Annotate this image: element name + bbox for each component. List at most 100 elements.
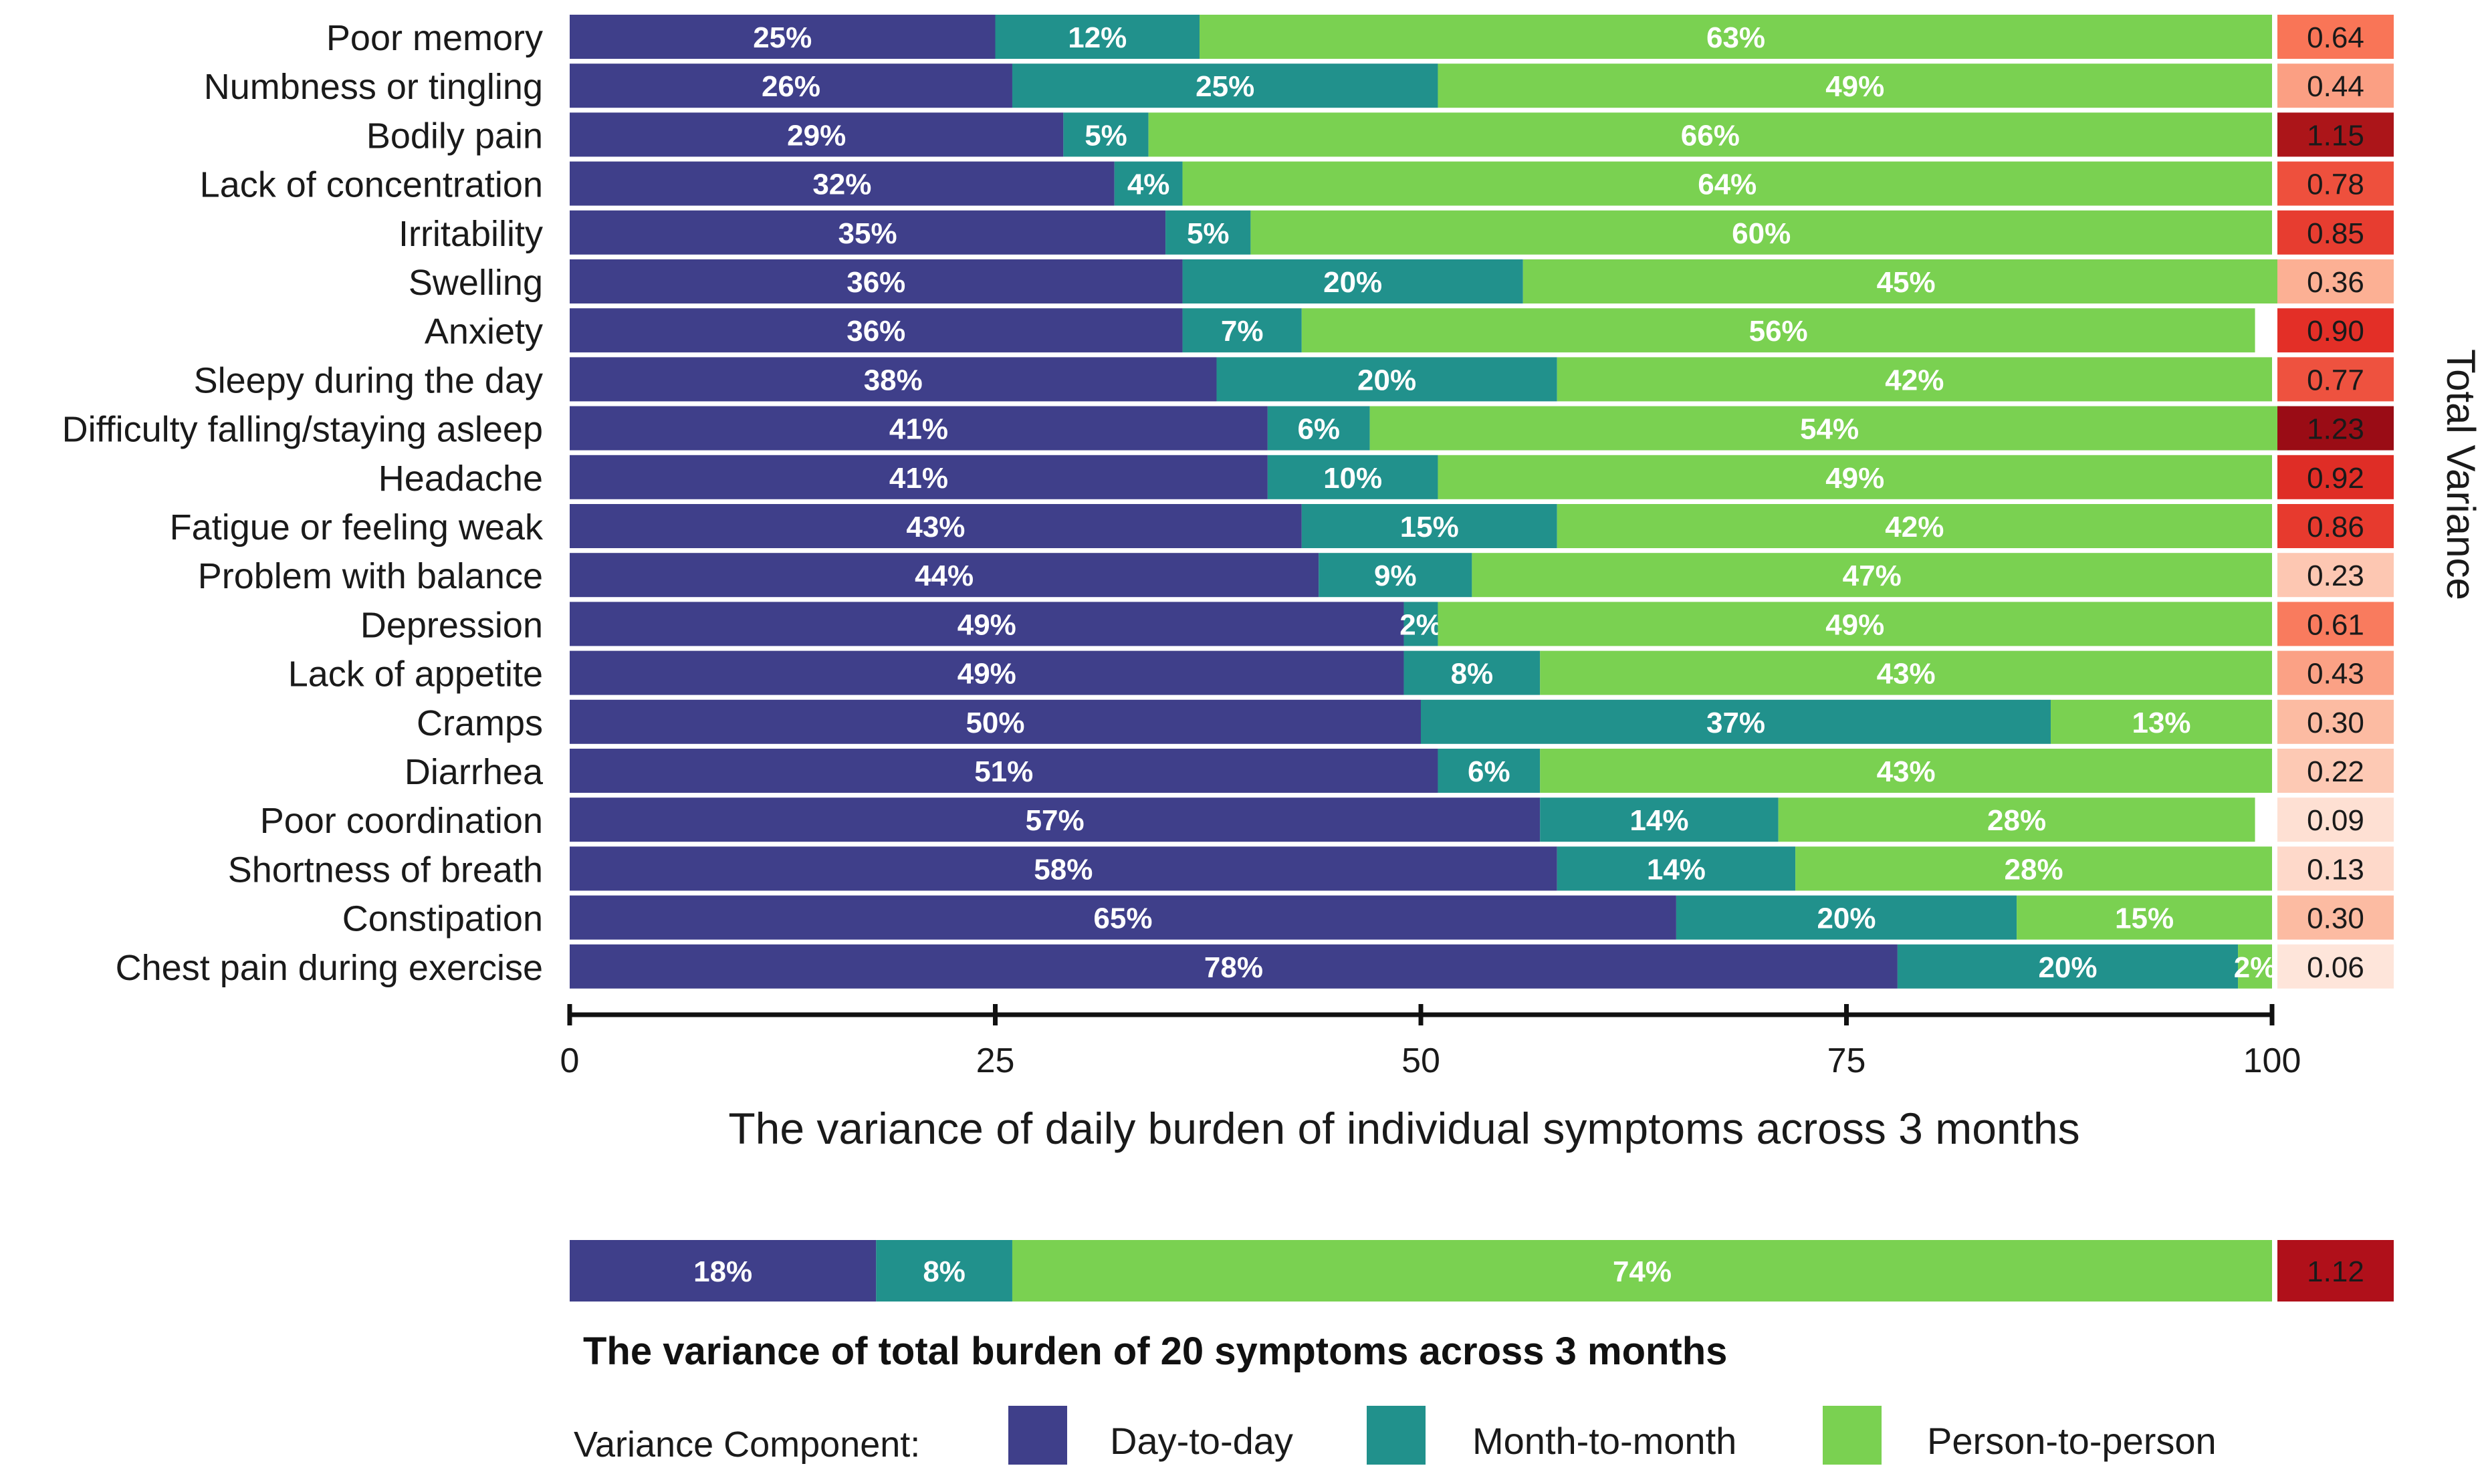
bar-month-to-month-constipation xyxy=(1676,895,2017,940)
data-label-day-to-day-headache: 41% xyxy=(889,462,948,495)
total-variance-cell-lack-of-concentration xyxy=(2277,161,2394,206)
category-label-chest-pain-during-exercise: Chest pain during exercise xyxy=(116,948,543,988)
category-label-irritability: Irritability xyxy=(399,214,543,254)
data-label-day-to-day-depression: 49% xyxy=(957,608,1016,641)
data-label-day-to-day-difficulty-falling-staying-asleep: 41% xyxy=(889,413,948,446)
bar-day-to-day-shortness-of-breath xyxy=(570,846,1557,891)
data-label-person-to-person-depression: 49% xyxy=(1825,608,1884,641)
data-label-month-to-month-shortness-of-breath: 14% xyxy=(1647,853,1706,886)
category-label-poor-memory: Poor memory xyxy=(326,18,543,58)
total-variance-value-bodily-pain: 1.15 xyxy=(2307,119,2364,152)
legend-label-month-to-month: Month-to-month xyxy=(1472,1420,1737,1462)
bar-person-to-person-constipation xyxy=(2017,895,2272,940)
data-label-day-to-day-cramps: 50% xyxy=(966,707,1024,739)
legend-key-day-to-day xyxy=(1008,1406,1067,1465)
data-label-person-to-person-fatigue-or-feeling-weak: 42% xyxy=(1885,511,1944,543)
data-label-month-to-month-poor-memory: 12% xyxy=(1068,21,1127,54)
data-label-month-to-month-irritability: 5% xyxy=(1187,217,1230,250)
total-variance-cell-irritability xyxy=(2277,210,2394,255)
data-label-month-to-month-problem-with-balance: 9% xyxy=(1374,560,1417,592)
bar-person-to-person-lack-of-appetite xyxy=(1540,650,2272,695)
data-label-month-to-month-lack-of-appetite: 8% xyxy=(1451,658,1494,691)
bar-month-to-month-problem-with-balance xyxy=(1319,553,1472,598)
bar-day-to-day-poor-coordination xyxy=(570,797,1541,842)
data-label-month-to-month-sleepy-during-the-day: 20% xyxy=(1357,364,1416,396)
data-label-month-to-month-difficulty-falling-staying-asleep: 6% xyxy=(1297,413,1340,446)
bar-month-to-month-depression xyxy=(1403,602,1438,646)
category-label-depression: Depression xyxy=(360,605,543,645)
category-label-diarrhea: Diarrhea xyxy=(405,752,544,792)
total-variance-value-poor-coordination: 0.09 xyxy=(2307,804,2364,837)
category-label-cramps: Cramps xyxy=(417,703,543,743)
bar-person-to-person-irritability xyxy=(1250,210,2272,255)
total-burden-title: The variance of total burden of 20 sympt… xyxy=(583,1330,1728,1373)
bar-day-to-day-irritability xyxy=(570,210,1166,255)
total-bar-day-to-day xyxy=(570,1240,877,1302)
legend-label-person-to-person: Person-to-person xyxy=(1927,1420,2217,1462)
data-label-person-to-person-poor-memory: 63% xyxy=(1706,21,1765,54)
data-label-person-to-person-anxiety: 56% xyxy=(1749,315,1808,348)
total-variance-cell-cramps xyxy=(2277,699,2394,744)
total-variance-value-depression: 0.61 xyxy=(2307,608,2364,641)
category-label-poor-coordination: Poor coordination xyxy=(260,801,543,841)
data-label-person-to-person-shortness-of-breath: 28% xyxy=(2005,853,2063,886)
bar-person-to-person-lack-of-concentration xyxy=(1182,161,2272,206)
data-label-month-to-month-anxiety: 7% xyxy=(1221,315,1264,348)
total-burden-variance-cell xyxy=(2277,1240,2394,1302)
data-label-day-to-day-poor-memory: 25% xyxy=(753,21,812,54)
bar-month-to-month-shortness-of-breath xyxy=(1557,846,1796,891)
x-tick-label-25: 25 xyxy=(976,1041,1015,1080)
bar-person-to-person-fatigue-or-feeling-weak xyxy=(1557,504,2272,548)
data-label-day-to-day-lack-of-appetite: 49% xyxy=(957,658,1016,691)
total-variance-value-problem-with-balance: 0.23 xyxy=(2307,560,2364,592)
total-variance-value-irritability: 0.85 xyxy=(2307,217,2364,250)
bar-person-to-person-depression xyxy=(1438,602,2272,646)
data-label-day-to-day-sleepy-during-the-day: 38% xyxy=(864,364,923,396)
total-variance-value-constipation: 0.30 xyxy=(2307,902,2364,935)
data-label-month-to-month-bodily-pain: 5% xyxy=(1085,119,1127,152)
data-label-month-to-month-fatigue-or-feeling-weak: 15% xyxy=(1400,511,1459,543)
bar-month-to-month-lack-of-appetite xyxy=(1403,650,1541,695)
x-tick-label-100: 100 xyxy=(2243,1041,2301,1080)
data-label-month-to-month-poor-coordination: 14% xyxy=(1629,804,1688,837)
bar-person-to-person-chest-pain-during-exercise xyxy=(2238,944,2272,989)
total-variance-value-shortness-of-breath: 0.13 xyxy=(2307,853,2364,886)
total-variance-cell-numbness-or-tingling xyxy=(2277,64,2394,108)
bar-person-to-person-problem-with-balance xyxy=(1472,553,2272,598)
data-label-day-to-day-swelling: 36% xyxy=(846,266,905,299)
bar-day-to-day-bodily-pain xyxy=(570,112,1064,157)
data-label-person-to-person-irritability: 60% xyxy=(1732,217,1791,250)
data-label-person-to-person-sleepy-during-the-day: 42% xyxy=(1885,364,1944,396)
data-label-day-to-day-anxiety: 36% xyxy=(846,315,905,348)
bar-month-to-month-fatigue-or-feeling-weak xyxy=(1301,504,1557,548)
data-label-day-to-day-shortness-of-breath: 58% xyxy=(1034,853,1093,886)
bar-day-to-day-anxiety xyxy=(570,308,1183,353)
category-label-headache: Headache xyxy=(378,459,543,499)
bar-day-to-day-depression xyxy=(570,602,1404,646)
total-variance-cell-shortness-of-breath xyxy=(2277,846,2394,891)
bar-person-to-person-cramps xyxy=(2051,699,2272,744)
bar-day-to-day-sleepy-during-the-day xyxy=(570,357,1217,402)
x-tick-label-75: 75 xyxy=(1827,1041,1866,1080)
data-label-day-to-day-chest-pain-during-exercise: 78% xyxy=(1204,951,1263,984)
data-label-person-to-person-constipation: 15% xyxy=(2115,902,2174,935)
total-bar-person-to-person xyxy=(1012,1240,2272,1302)
total-variance-value-lack-of-appetite: 0.43 xyxy=(2307,658,2364,691)
x-axis-title: The variance of daily burden of individu… xyxy=(728,1104,2080,1153)
bar-day-to-day-problem-with-balance xyxy=(570,553,1319,598)
data-label-day-to-day-irritability: 35% xyxy=(838,217,897,250)
bar-month-to-month-diarrhea xyxy=(1438,749,1541,793)
data-label-person-to-person-swelling: 45% xyxy=(1877,266,1936,299)
total-variance-value-swelling: 0.36 xyxy=(2307,266,2364,299)
data-label-person-to-person-bodily-pain: 66% xyxy=(1681,119,1740,152)
data-label-day-to-day-diarrhea: 51% xyxy=(974,755,1033,788)
data-label-month-to-month-headache: 10% xyxy=(1323,462,1382,495)
bar-day-to-day-diarrhea xyxy=(570,749,1438,793)
category-label-numbness-or-tingling: Numbness or tingling xyxy=(204,67,543,107)
total-bar-month-to-month xyxy=(876,1240,1012,1302)
data-label-person-to-person-difficulty-falling-staying-asleep: 54% xyxy=(1800,413,1859,446)
bar-month-to-month-bodily-pain xyxy=(1063,112,1149,157)
data-label-month-to-month-numbness-or-tingling: 25% xyxy=(1196,70,1254,103)
total-bar-label-person-to-person: 74% xyxy=(1613,1255,1672,1288)
